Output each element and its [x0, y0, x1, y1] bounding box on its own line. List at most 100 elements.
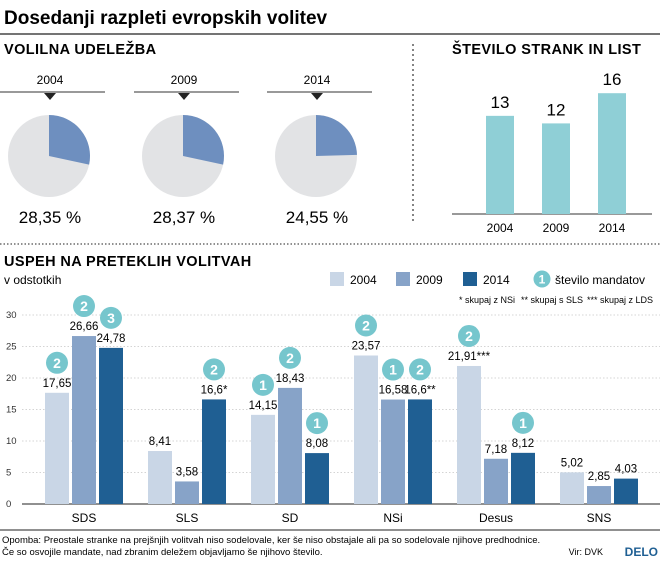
lists-bar-value: 12	[547, 100, 566, 119]
bar-sds-2004	[45, 392, 69, 504]
bar-value-label: 7,18	[485, 444, 507, 456]
footnote-nsi: * skupaj z NSi	[459, 295, 515, 305]
category-label-sd: SD	[282, 511, 299, 525]
page-title: Dosedanji razpleti evropskih volitev	[4, 8, 328, 29]
legend-label-2004: 2004	[350, 273, 377, 287]
mandate-badge-number: 1	[259, 377, 267, 393]
pie-year-label: 2009	[171, 73, 198, 87]
mandate-badge	[512, 411, 534, 434]
category-label-nsi: NSi	[383, 511, 402, 525]
mandate-badge-number: 2	[80, 298, 88, 314]
mandate-badge	[73, 295, 95, 318]
pie-value-label: 24,55 %	[286, 208, 348, 227]
mandate-badge-number: 2	[465, 328, 473, 344]
pie-pointer	[178, 93, 190, 100]
mandate-badge-number: 2	[53, 355, 61, 371]
bar-value-label: 16,58	[379, 385, 408, 397]
pie-pointer	[44, 93, 56, 100]
category-label-sls: SLS	[176, 511, 199, 525]
pie-value-label: 28,35 %	[19, 208, 81, 227]
bar-sd-2009	[278, 387, 302, 504]
mandate-badge	[203, 358, 225, 381]
mandate-badge-number: 2	[210, 361, 218, 377]
bar-value-label: 18,43	[276, 373, 305, 385]
bar-sns-2009	[587, 486, 611, 504]
legend-swatch-2009	[396, 272, 410, 286]
bar-desus-2009	[484, 458, 508, 504]
turnout-pies: 2004 28,35 % 2009 28,37 % 2014 24,55 %	[0, 73, 372, 227]
bar-value-label: 8,08	[306, 438, 328, 450]
bar-value-label: 16,6**	[404, 384, 436, 396]
y-tick-label: 20	[6, 373, 17, 384]
bar-value-label: 23,57	[352, 341, 381, 353]
bar-desus-2004	[457, 365, 481, 504]
pie-value-label: 28,37 %	[153, 208, 215, 227]
y-tick-label: 0	[6, 499, 11, 510]
success-heading: USPEH NA PRETEKLIH VOLITVAH	[4, 254, 252, 270]
lists-bar-value: 13	[491, 93, 510, 112]
bar-sls-2009	[175, 481, 199, 504]
bar-desus-2014	[511, 452, 535, 504]
legend-label-mandates: število mandatov	[555, 273, 645, 287]
mandate-badge-number: 3	[107, 310, 115, 326]
bar-sds-2014	[99, 347, 123, 504]
bar-sls-2014	[202, 399, 226, 504]
pie-year-label: 2004	[37, 73, 64, 87]
footnote-sls: ** skupaj s SLS	[521, 295, 583, 305]
mandate-badge	[279, 346, 301, 369]
legend-mandate-badge-number: 1	[539, 273, 546, 287]
success-subheading: v odstotkih	[4, 273, 61, 287]
pie-slice	[316, 115, 357, 156]
bar-value-label: 17,65	[43, 378, 72, 390]
y-tick-label: 15	[6, 405, 17, 416]
mandate-badge	[382, 358, 404, 381]
legend: 2004 2009 2014 1 število mandatov	[330, 270, 645, 288]
bar-sls-2004	[148, 451, 172, 504]
legend-mandate-badge	[533, 270, 551, 288]
category-label-desus: Desus	[479, 511, 513, 525]
bar-sds-2009	[72, 336, 96, 504]
lists-year-label: 2014	[599, 221, 626, 235]
bar-value-label: 24,78	[97, 333, 126, 345]
turnout-heading: VOLILNA UDELEŽBA	[4, 40, 157, 58]
lists-bar-chart: 13 2004 12 2009 16 2014	[452, 70, 652, 235]
pie-pointer	[311, 93, 323, 100]
bar-sd-2004	[251, 414, 275, 504]
legend-swatch-2004	[330, 272, 344, 286]
bar-value-label: 4,03	[615, 464, 637, 476]
bar-value-label: 8,12	[512, 438, 534, 450]
bar-value-label: 5,02	[561, 457, 583, 469]
legend-swatch-2014	[463, 272, 477, 286]
pie-slice	[49, 115, 91, 165]
footer-note-line1: Opomba: Preostale stranke na prejšnjih v…	[2, 535, 540, 546]
bar-value-label: 21,91***	[448, 351, 491, 363]
mandate-badge-number: 1	[313, 415, 321, 431]
y-tick-label: 30	[6, 310, 17, 321]
bar-sd-2014	[305, 453, 329, 504]
lists-year-label: 2004	[487, 221, 514, 235]
footer-note-line2: Če so osvojile mandate, nad zbranim dele…	[2, 547, 323, 558]
mandate-badge-number: 1	[519, 415, 527, 431]
bar-value-label: 16,6*	[201, 384, 228, 396]
bar-value-label: 26,66	[70, 321, 99, 333]
mandate-badge-number: 2	[416, 361, 424, 377]
lists-bar	[598, 93, 626, 214]
y-tick-label: 25	[6, 342, 17, 353]
mandate-badge	[458, 324, 480, 347]
mandate-badge-number: 1	[389, 362, 397, 378]
pie-year-label: 2014	[304, 73, 331, 87]
bar-nsi-2009	[381, 399, 405, 504]
mandate-badge-number: 2	[362, 318, 370, 334]
lists-bar	[486, 115, 514, 214]
category-label-sds: SDS	[72, 511, 97, 525]
bar-value-label: 8,41	[149, 436, 171, 448]
y-tick-label: 5	[6, 468, 11, 479]
footer-source: Vir: DVK	[569, 547, 603, 557]
mandate-badge	[100, 306, 122, 329]
bar-value-label: 2,85	[588, 471, 610, 483]
lists-year-label: 2009	[543, 221, 570, 235]
lists-bar-value: 16	[603, 70, 622, 89]
success-categories: SDS SLS SD NSi Desus SNS	[72, 511, 612, 525]
